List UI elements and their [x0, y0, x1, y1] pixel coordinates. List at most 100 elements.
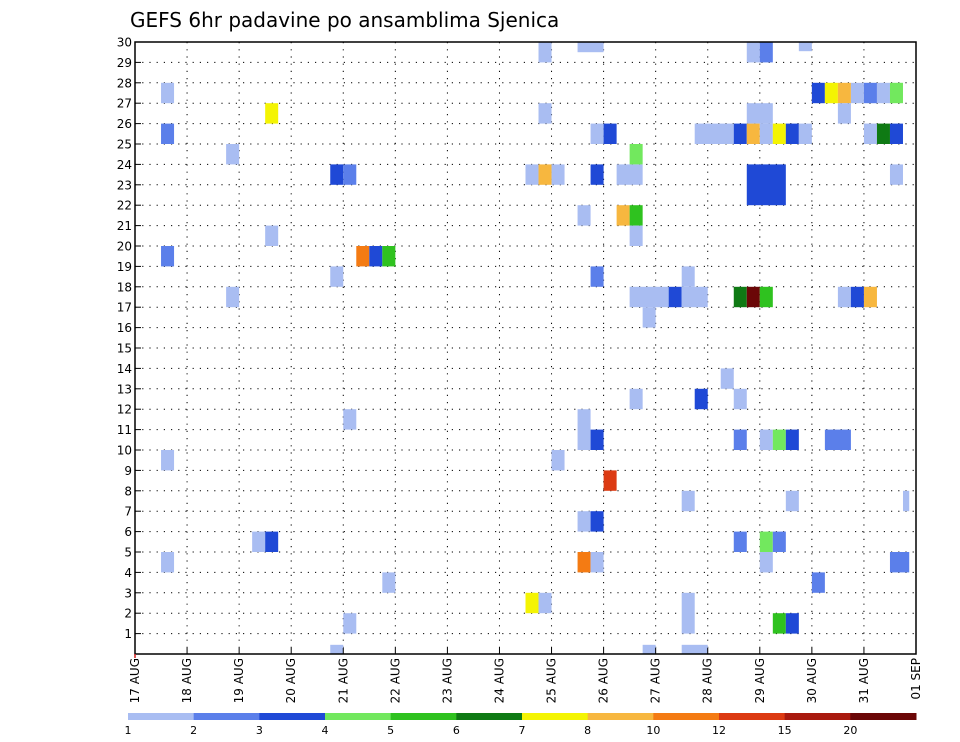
x-axis: 17 AUG 18 AUG 19 AUG 20 AUG 21 AUG 22 AUG 23 A…	[128, 648, 923, 703]
precipitation-cell	[577, 205, 591, 226]
precipitation-cell	[590, 511, 604, 532]
precipitation-cell	[629, 144, 643, 165]
color-legend: 1 2 3 4 5 6 7 8 10 12 15 20	[125, 713, 917, 737]
precipitation-cell	[551, 450, 565, 471]
precipitation-cell	[642, 307, 656, 328]
precipitation-cell	[343, 164, 357, 185]
precipitation-cell	[746, 103, 773, 124]
precipitation-cell	[590, 123, 604, 144]
y-tick-label: 15	[117, 342, 132, 356]
precipitation-cell	[603, 470, 617, 491]
precipitation-cell	[252, 531, 266, 552]
precipitation-cell	[577, 42, 604, 53]
legend-swatch	[456, 713, 523, 720]
precipitation-cell	[161, 552, 175, 573]
y-tick-label: 6	[124, 525, 132, 539]
precipitation-cell	[681, 286, 708, 308]
precipitation-cell	[265, 103, 279, 124]
y-tick-label: 18	[117, 280, 132, 294]
precipitation-cell	[681, 490, 695, 512]
precipitation-cell	[629, 286, 669, 308]
precipitation-cell	[889, 123, 903, 144]
y-tick-label: 16	[117, 321, 132, 335]
precipitation-cell	[590, 164, 604, 185]
legend-swatch	[850, 713, 917, 720]
precipitation-cell	[733, 286, 747, 308]
precipitation-cell	[590, 552, 604, 573]
precipitation-cell	[382, 246, 396, 267]
y-tick-label: 8	[124, 484, 132, 498]
precipitation-cell	[343, 613, 357, 634]
precipitation-cell	[629, 388, 643, 410]
legend-label: 3	[256, 724, 263, 737]
precipitation-cell	[226, 144, 240, 165]
precipitation-cell	[837, 286, 851, 308]
x-tick-label: 17 AUG	[128, 658, 142, 703]
precipitation-cell	[733, 123, 747, 144]
x-tick-label: 28 AUG	[701, 658, 715, 703]
precipitation-cell	[226, 286, 240, 308]
x-tick-label: 01 SEP	[909, 658, 923, 700]
precipitation-cell	[161, 450, 175, 471]
precipitation-cell	[759, 286, 773, 308]
precipitation-cell	[772, 531, 786, 552]
precipitation-cell	[889, 552, 910, 573]
precipitation-cell	[759, 123, 773, 144]
y-tick-label: 10	[117, 444, 132, 458]
legend-swatch	[390, 713, 457, 720]
legend-label: 15	[778, 724, 792, 737]
precipitation-cell	[590, 429, 604, 450]
x-tick-label: 31 AUG	[857, 658, 871, 703]
precipitation-cell	[629, 225, 643, 246]
y-tick-label: 28	[117, 76, 132, 90]
precipitation-cell	[538, 103, 552, 124]
x-tick-label: 27 AUG	[649, 658, 663, 703]
precipitation-cell	[538, 164, 552, 185]
legend-label: 10	[646, 724, 660, 737]
legend-swatch	[259, 713, 326, 720]
y-tick-label: 1	[124, 627, 132, 641]
precipitation-cell	[863, 286, 877, 308]
x-tick-label: 19 AUG	[232, 658, 246, 703]
legend-label: 7	[519, 724, 526, 737]
x-tick-label: 30 AUG	[805, 658, 819, 703]
precipitation-cell	[824, 429, 851, 450]
precipitation-cell	[746, 123, 760, 144]
precipitation-cell	[681, 592, 695, 634]
precipitation-cell	[356, 246, 370, 267]
precipitation-cell	[746, 286, 760, 308]
y-tick-label: 26	[117, 117, 132, 131]
y-tick-label: 4	[124, 566, 132, 580]
y-tick-label: 3	[124, 586, 132, 600]
precipitation-cell	[616, 205, 630, 226]
legend-label: 6	[453, 724, 460, 737]
precipitation-cell	[785, 123, 799, 144]
precipitation-cell	[577, 552, 591, 573]
legend-label: 20	[843, 724, 857, 737]
precipitation-cell	[785, 613, 799, 634]
precipitation-cell	[577, 511, 591, 532]
precipitation-cells	[161, 42, 910, 654]
precipitation-cell	[538, 592, 552, 614]
x-tick-label: 21 AUG	[336, 658, 350, 703]
legend-swatch	[193, 713, 260, 720]
precipitation-cell	[746, 42, 760, 63]
precipitation-cell	[382, 572, 396, 593]
precipitation-cell	[161, 246, 175, 267]
precipitation-cell	[889, 82, 903, 104]
legend-label: 2	[190, 724, 197, 737]
legend-swatch	[128, 713, 195, 720]
precipitation-cell	[785, 429, 799, 450]
precipitation-cell	[889, 164, 903, 185]
y-tick-label: 19	[117, 260, 132, 274]
precipitation-cell	[161, 123, 175, 144]
x-tick-label: 24 AUG	[492, 658, 506, 703]
x-tick-label: 23 AUG	[440, 658, 454, 703]
precipitation-cell	[668, 286, 682, 308]
y-tick-label: 21	[117, 219, 132, 233]
precipitation-cell	[824, 82, 838, 104]
precipitation-cell	[629, 205, 643, 226]
precipitation-cell	[863, 82, 877, 104]
y-tick-label: 25	[117, 138, 132, 152]
